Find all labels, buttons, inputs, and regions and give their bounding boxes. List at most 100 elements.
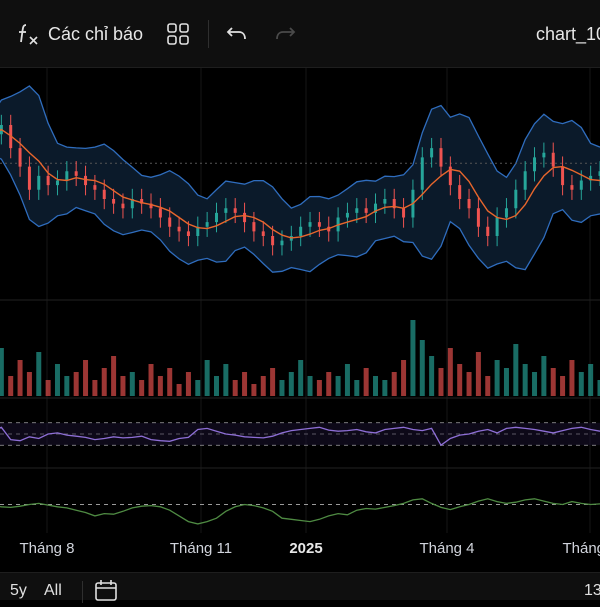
candle-body [486,227,489,236]
indicators-button[interactable]: Các chỉ báo [48,22,143,46]
momentum-line [0,499,600,524]
undo-icon[interactable] [224,22,250,46]
redo-icon[interactable] [272,22,298,46]
candle-body [542,153,545,158]
volume-bar [130,372,135,396]
volume-bar [298,360,303,396]
candle-body [346,213,349,218]
volume-bar [18,360,23,396]
candle-body [19,148,22,167]
candle-body [439,148,442,167]
candle-body [121,204,124,209]
volume-bar [279,380,284,396]
top-toolbar: Các chỉ báo chart_10 [0,0,600,68]
volume-bar [55,364,60,396]
volume-bar [261,376,266,396]
time-axis-label: Tháng 4 [419,540,474,557]
candle-body [84,176,87,185]
candle-body [580,181,583,190]
candle-body [224,208,227,213]
candle-body [252,222,255,231]
candle-body [187,231,190,236]
volume-bar [92,380,97,396]
candle-body [262,231,265,236]
volume-bar [186,372,191,396]
bottom-toolbar: 5y All 13: [0,572,600,600]
volume-bar [410,320,415,396]
candle-body [477,208,480,227]
candle-body [178,227,181,232]
toolbar-divider [208,20,209,48]
volume-bar [560,376,565,396]
rsi-band-fill [0,423,600,445]
clock-time: 13: [584,581,600,601]
time-axis-label-year: 2025 [289,540,322,557]
candle-body [28,167,31,190]
candle-body [430,148,433,157]
volume-bar [308,376,313,396]
candle-body [514,190,517,209]
range-5y-button[interactable]: 5y [10,581,27,601]
volume-bar [8,376,13,396]
volume-bar [467,372,472,396]
volume-bar [177,384,182,396]
volume-bar [158,376,163,396]
candle-body [355,208,358,213]
candle-body [234,208,237,213]
chart-area[interactable] [0,68,600,568]
volume-bar [270,368,275,396]
volume-bar [27,372,32,396]
volume-bar [36,352,41,396]
candle-body [552,153,555,167]
candle-body [318,222,321,227]
volume-bar [485,376,490,396]
volume-bar [233,380,238,396]
time-axis-label: Tháng 8 [19,540,74,557]
candle-body [458,185,461,199]
templates-grid-icon[interactable] [166,22,190,46]
volume-bar [392,372,397,396]
candle-body [383,199,386,204]
candle-body [168,218,171,227]
candle-body [496,218,499,237]
volume-bar [205,360,210,396]
candle-body [47,176,50,185]
volume-bar [139,380,144,396]
volume-bar [569,360,574,396]
volume-bar [317,380,322,396]
volume-bar [457,364,462,396]
calendar-icon[interactable] [94,579,118,607]
candle-body [365,208,368,213]
candle-body [93,185,96,190]
volume-bar [588,364,593,396]
time-axis-label: Tháng 7 [562,540,600,557]
candle-body [56,181,59,186]
volume-bar [495,360,500,396]
volume-bar [401,360,406,396]
candle-body [112,199,115,204]
candle-body [215,213,218,222]
candle-body [65,171,68,180]
function-icon[interactable] [14,20,42,48]
volume-bar [429,356,434,396]
candle-body [524,171,527,190]
volume-bar [64,376,69,396]
volume-bar [223,364,228,396]
volume-bar [74,372,79,396]
volume-bar [195,380,200,396]
range-all-button[interactable]: All [44,581,62,601]
volume-bar [551,368,556,396]
volume-bar [242,372,247,396]
volume-bar [46,380,51,396]
volume-bar [532,372,537,396]
candle-body [561,167,564,186]
chart-title[interactable]: chart_10 [536,22,600,46]
volume-bar [523,364,528,396]
candle-body [271,236,274,245]
bollinger-fill [0,86,600,272]
candle-body [103,190,106,199]
volume-bar [120,376,125,396]
volume-bar [214,376,219,396]
volume-bar [373,376,378,396]
candle-body [299,227,302,236]
